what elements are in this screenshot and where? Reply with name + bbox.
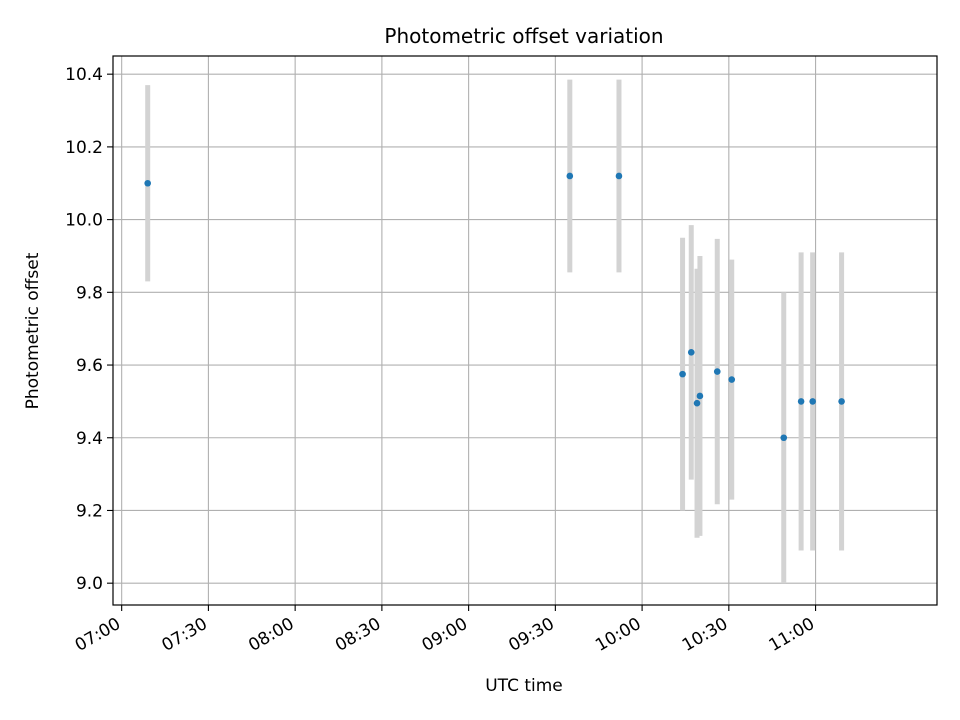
data-point: [693, 399, 701, 407]
data-point: [797, 398, 805, 405]
y-axis-label: Photometric offset: [23, 252, 43, 409]
y-axis-ticks: 9.0 9.2 9.4 9.6 9.8 10.0 10.2 10.4: [65, 65, 113, 594]
y-tick-label: 9.8: [76, 283, 103, 303]
data-point: [615, 172, 623, 180]
y-tick-label: 10.4: [65, 65, 103, 85]
y-tick-label: 9.6: [76, 356, 103, 376]
y-tick-label: 10.2: [65, 138, 103, 158]
data-point: [728, 376, 736, 383]
chart-title: Photometric offset variation: [384, 24, 663, 48]
data-point: [679, 370, 686, 378]
data-point: [713, 368, 721, 375]
y-tick-label: 9.2: [76, 501, 103, 521]
data-point: [687, 349, 695, 356]
data-point: [144, 179, 151, 187]
data-points: [144, 172, 845, 442]
data-point: [696, 392, 704, 400]
data-point: [809, 398, 816, 405]
data-point: [780, 434, 788, 442]
plot-frame: [112, 55, 938, 606]
y-tick-label: 9.4: [76, 429, 103, 449]
data-point: [838, 398, 845, 405]
y-tick-label: 10.0: [65, 211, 103, 231]
y-tick-label: 9.0: [76, 574, 103, 594]
x-axis-label: UTC time: [485, 676, 563, 696]
data-point: [566, 172, 574, 180]
